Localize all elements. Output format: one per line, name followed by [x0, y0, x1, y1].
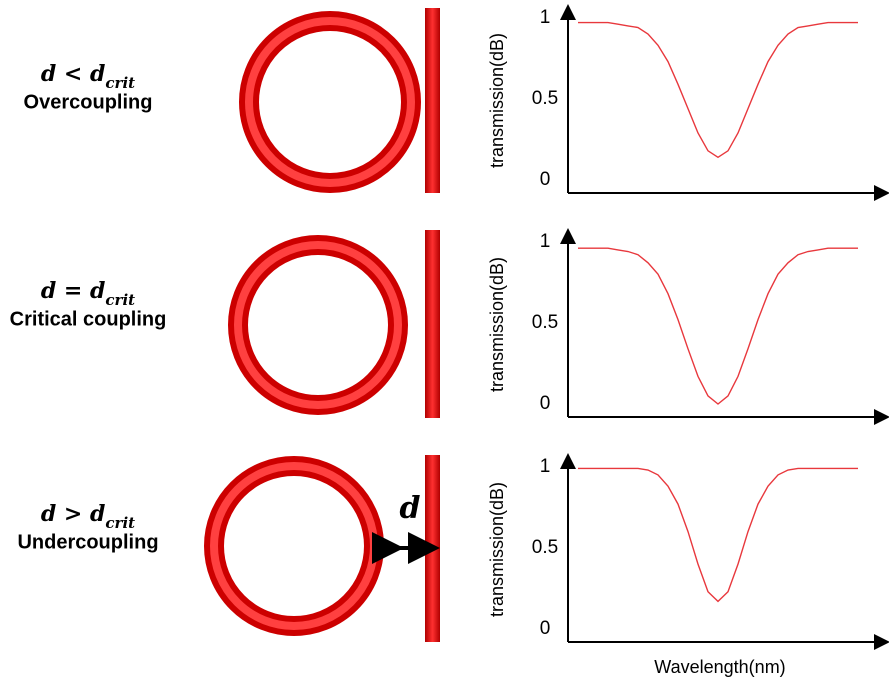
ring-highlight	[234, 241, 402, 409]
condition-sub: crit	[105, 291, 135, 309]
y-tick-label: 1	[540, 456, 551, 477]
y-tick-label: 0	[540, 169, 551, 190]
y-axis-label: transmission(dB)	[487, 482, 507, 617]
condition-main: d = d	[41, 278, 106, 304]
waveguide	[425, 455, 440, 642]
condition-main: d > d	[41, 501, 106, 527]
coupling-label: Overcoupling	[24, 91, 153, 113]
waveguide	[425, 8, 440, 193]
y-tick-label: 0.5	[532, 537, 558, 558]
condition-sub: crit	[105, 514, 135, 532]
condition-sub: crit	[105, 74, 135, 92]
y-tick-label: 1	[540, 231, 551, 252]
chart: 0 0.5 1 transmission(dB) Wavelength(nm)	[487, 453, 889, 677]
transmission-curve	[578, 467, 858, 603]
chart: 0 0.5 1 transmission(dB)	[487, 228, 889, 425]
y-tick-label: 0.5	[532, 88, 558, 109]
waveguide	[425, 230, 440, 418]
ring-highlight	[245, 17, 415, 187]
y-axis-label: transmission(dB)	[487, 257, 507, 392]
coupling-label: Undercoupling	[17, 531, 158, 553]
y-tick-label: 0	[540, 393, 551, 414]
y-axis-label: transmission(dB)	[487, 33, 507, 168]
condition: d < dcrit	[41, 61, 135, 92]
gap-label: d	[400, 491, 421, 526]
transmission-curve	[578, 21, 858, 159]
transmission-curve	[578, 247, 858, 405]
coupling-label: Critical coupling	[10, 308, 167, 330]
condition-main: d < d	[41, 61, 106, 87]
x-axis-label: Wavelength(nm)	[654, 657, 785, 677]
chart: 0 0.5 1 transmission(dB)	[487, 4, 889, 201]
condition: d > dcrit	[41, 501, 135, 532]
ring-highlight	[210, 462, 378, 630]
y-tick-label: 0.5	[532, 312, 558, 333]
y-tick-label: 1	[540, 7, 551, 28]
ring-diagrams: d	[204, 8, 440, 642]
y-tick-label: 0	[540, 618, 551, 639]
condition: d = dcrit	[41, 278, 135, 309]
